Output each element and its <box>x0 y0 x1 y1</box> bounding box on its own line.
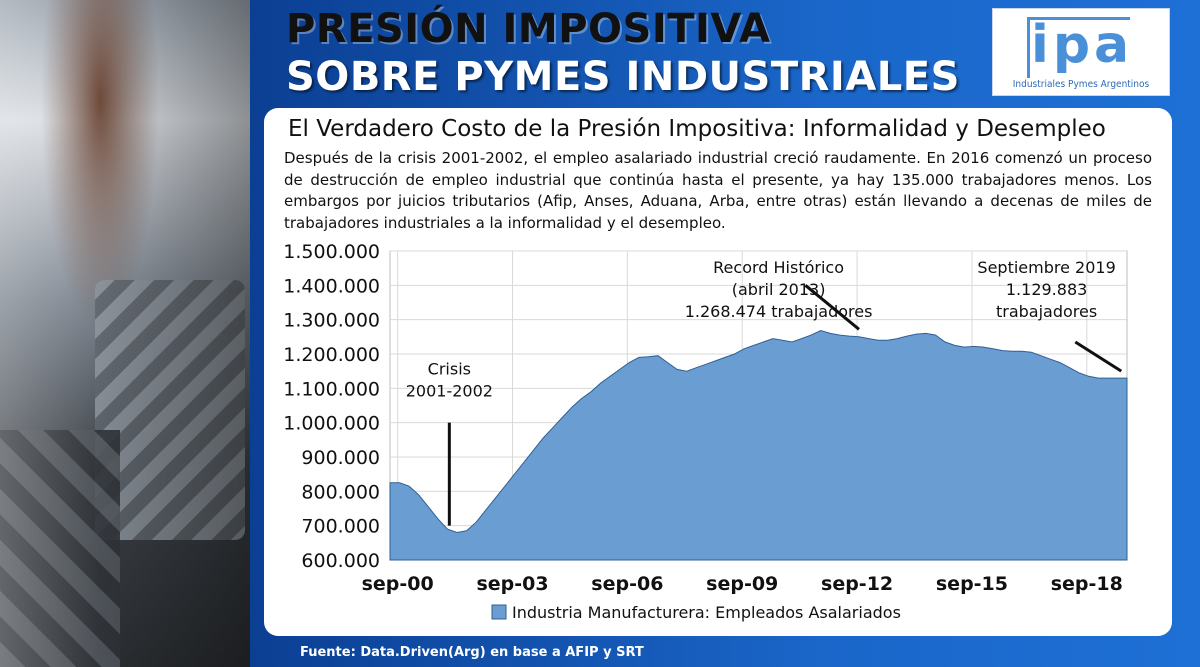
sep2019-annotation-label: trabajadores <box>996 302 1097 321</box>
panel-paragraph: Después de la crisis 2001-2002, el emple… <box>284 149 1152 232</box>
y-tick-label: 700.000 <box>301 516 380 538</box>
sep2019-annotation-label: Septiembre 2019 <box>977 258 1115 277</box>
logo-subtitle: Industriales Pymes Argentinos <box>1012 79 1150 90</box>
record-annotation-line <box>804 284 860 331</box>
page-title-line1: PRESIÓN IMPOSITIVA <box>286 6 771 52</box>
logo-frame <box>1027 17 1130 78</box>
machine-part-image <box>95 280 245 540</box>
y-tick-label: 1.500.000 <box>283 241 380 263</box>
y-tick-label: 1.200.000 <box>283 344 380 366</box>
logo-mark: ipa <box>1031 15 1134 75</box>
crisis-annotation-label: Crisis <box>428 360 471 379</box>
x-tick-label: sep-00 <box>362 573 434 595</box>
record-annotation-label: (abril 2013) <box>732 280 826 299</box>
legend-label: Industria Manufacturera: Empleados Asala… <box>512 603 901 622</box>
crisis-annotation-label: 2001-2002 <box>406 382 493 401</box>
record-annotation-label: 1.268.474 trabajadores <box>685 302 873 321</box>
x-tick-label: sep-03 <box>476 573 548 595</box>
source-note: Fuente: Data.Driven(Arg) en base a AFIP … <box>300 645 644 660</box>
sep2019-annotation-label: 1.129.883 <box>1006 280 1087 299</box>
x-tick-label: sep-06 <box>591 573 663 595</box>
x-tick-label: sep-18 <box>1051 573 1123 595</box>
y-tick-label: 1.300.000 <box>283 310 380 332</box>
y-tick-label: 900.000 <box>301 447 380 469</box>
y-tick-label: 1.000.000 <box>283 413 380 435</box>
content-panel: El Verdadero Costo de la Presión Imposit… <box>264 108 1172 636</box>
sep2019-annotation-line <box>1074 340 1123 373</box>
legend-swatch <box>491 604 507 620</box>
photo-shade <box>0 0 250 667</box>
page-title-line2: SOBRE PYMES INDUSTRIALES <box>286 54 960 100</box>
y-tick-label: 1.100.000 <box>283 378 380 400</box>
machine-part-image <box>0 430 120 667</box>
ipa-logo: ipa Industriales Pymes Argentinos <box>992 8 1170 96</box>
x-tick-label: sep-12 <box>821 573 893 595</box>
employment-area-chart: 600.000 700.000 800.000 900.000 1.000.000 1.1… <box>283 241 1128 622</box>
y-tick-label: 600.000 <box>301 550 380 572</box>
panel-subtitle: El Verdadero Costo de la Presión Imposit… <box>288 116 1106 142</box>
x-tick-label: sep-15 <box>936 573 1008 595</box>
y-tick-label: 800.000 <box>301 481 380 503</box>
record-annotation-label: Record Histórico <box>713 258 844 277</box>
x-tick-label: sep-09 <box>706 573 778 595</box>
y-tick-label: 1.400.000 <box>283 275 380 297</box>
series-area <box>389 329 1128 561</box>
background-photo-factory <box>0 0 250 667</box>
